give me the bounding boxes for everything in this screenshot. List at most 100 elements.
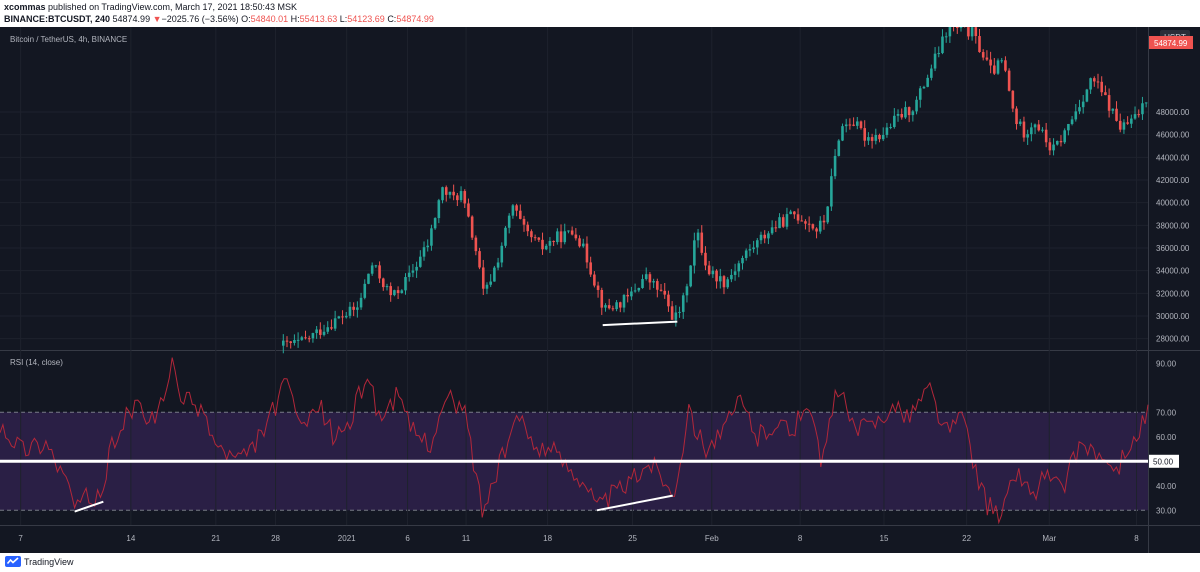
chart-area[interactable]: Bitcoin / TetherUS, 4h, BINANCE RSI (14,… (0, 27, 1200, 553)
candle-body (967, 27, 970, 37)
candle-body (1067, 123, 1070, 131)
candle-body (559, 231, 563, 243)
candlestick-series (282, 27, 1148, 354)
time-axis-label: Feb (705, 534, 719, 543)
publish-info: xcommas published on TradingView.com, Ma… (4, 2, 297, 12)
candle-body (459, 191, 463, 201)
candle-body (756, 240, 759, 248)
candle-body (1059, 140, 1063, 143)
candle-body (681, 295, 685, 312)
candle-body (570, 230, 574, 235)
candle-body (700, 232, 704, 253)
candle-body (596, 285, 600, 290)
candle-body (852, 124, 855, 126)
candle-body (818, 220, 822, 232)
author-name[interactable]: xcommas (4, 2, 46, 12)
current-price-value: 54874.99 (1154, 39, 1188, 48)
candle-body (341, 316, 344, 318)
candle-body (689, 265, 692, 287)
price-axis-label: 34000.00 (1156, 267, 1190, 276)
candle-body (437, 200, 441, 219)
candle-body (989, 59, 992, 66)
candle-body (515, 205, 518, 211)
last-price: 54874.99 (112, 14, 151, 24)
candle-body (452, 191, 455, 196)
candle-body (1104, 92, 1107, 96)
candle-body (741, 257, 744, 264)
rsi-axis-label: 60.00 (1156, 433, 1177, 442)
candle-body (304, 337, 307, 339)
candle-body (893, 115, 896, 127)
candle-body (415, 266, 418, 271)
candle-body (718, 276, 722, 282)
candle-body (793, 211, 796, 215)
candle-body (715, 270, 718, 282)
candle-body (1115, 108, 1118, 121)
close-value: 54874.99 (396, 14, 434, 24)
publish-date: published on TradingView.com, March 17, … (48, 2, 298, 12)
rsi-divergence-trendline (74, 500, 104, 513)
candle-body (1052, 144, 1055, 151)
rsi-axis[interactable]: 50.00 90.00 70.00 60.00 40.00 30.00 (1149, 359, 1179, 515)
rsi-axis-label: 30.00 (1156, 506, 1177, 515)
candle-body (1078, 107, 1081, 112)
candle-body (922, 86, 926, 89)
candle-body (504, 227, 507, 246)
time-axis[interactable]: 7 14 21 28 2021 6 11 18 25 Feb 8 15 22 Mar 8 (18, 534, 1139, 543)
candle-body (285, 340, 289, 342)
low-value: 54123.69 (347, 14, 385, 24)
candle-body (359, 297, 363, 308)
candle-body (637, 287, 641, 291)
candle-body (607, 305, 611, 309)
ohlc-legend: BINANCE:BTCUSDT, 240 54874.99 ▼−2025.76 … (4, 14, 434, 24)
trendline-drawings[interactable] (74, 320, 678, 513)
candle-body (859, 121, 863, 129)
price-axis[interactable]: USDT 54874.99 48000.0046000.0044000.0042… (1149, 30, 1193, 344)
candle-body (1107, 95, 1111, 111)
candle-body (604, 305, 607, 308)
candle-body (1041, 129, 1044, 131)
candle-body (422, 247, 426, 257)
candle-body (293, 339, 296, 343)
candle-body (478, 251, 481, 268)
candle-body (533, 237, 537, 239)
candle-body (463, 191, 467, 204)
chart-canvas[interactable]: Bitcoin / TetherUS, 4h, BINANCE RSI (14,… (0, 27, 1200, 553)
candle-body (485, 284, 489, 289)
candle-body (800, 220, 804, 222)
candle-body (633, 290, 637, 292)
candle-body (626, 294, 629, 297)
time-axis-label: 25 (628, 534, 637, 543)
candle-body (915, 99, 918, 112)
candle-body (1085, 89, 1089, 102)
candle-body (659, 289, 663, 291)
candle-body (996, 60, 1000, 74)
tradingview-logo[interactable]: TradingView (5, 556, 74, 567)
candle-body (481, 267, 485, 289)
candle-body (282, 340, 285, 346)
candle-body (685, 286, 689, 296)
candle-body (578, 238, 581, 247)
symbol-legend[interactable]: Bitcoin / TetherUS, 4h, BINANCE (10, 35, 127, 44)
candle-body (367, 273, 370, 284)
candle-body (522, 218, 526, 225)
close-label: C: (387, 14, 397, 24)
candle-body (1070, 119, 1074, 124)
time-axis-label: 8 (798, 534, 803, 543)
time-axis-label: 11 (462, 534, 471, 543)
candle-body (1089, 78, 1092, 90)
low-label: L: (339, 14, 348, 24)
candle-body (352, 306, 355, 310)
candle-body (404, 277, 407, 291)
price-pane[interactable] (0, 27, 1148, 350)
price-axis-label: 32000.00 (1156, 289, 1190, 298)
candle-body (841, 126, 844, 141)
candle-body (641, 279, 644, 288)
candle-body (941, 36, 944, 54)
rsi-legend[interactable]: RSI (14, close) (10, 358, 63, 367)
candle-body (696, 232, 700, 241)
candle-body (493, 267, 496, 282)
candle-body (496, 262, 500, 268)
candle-body (670, 306, 674, 320)
candle-body (1018, 121, 1022, 125)
